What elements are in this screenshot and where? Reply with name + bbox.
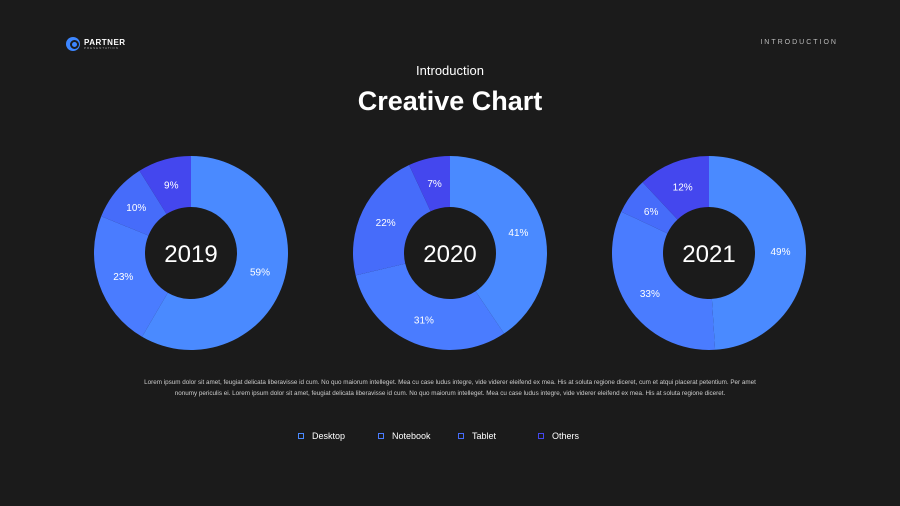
slice-label: 12%: [673, 183, 693, 194]
slice-label: 33%: [640, 289, 660, 300]
logo-sub: PRESENTATION: [84, 45, 119, 50]
legend-swatch: [538, 433, 544, 439]
legend-label: Desktop: [312, 431, 346, 441]
legend: Desktop Notebook Tablet Others: [298, 431, 618, 441]
legend-label: Others: [552, 431, 580, 441]
donut-slice-notebook: [93, 216, 168, 337]
slice-label: 59%: [250, 268, 270, 279]
donut-slice-others: [642, 156, 709, 220]
slice-label: 31%: [414, 316, 434, 327]
subtitle: Introduction: [416, 63, 484, 78]
legend-item-desktop: Desktop: [298, 431, 378, 441]
logo: PARTNER PRESENTATION: [66, 37, 126, 51]
section-label: INTRODUCTION: [760, 39, 838, 46]
slice-label: 10%: [126, 203, 146, 214]
donut-slice-tablet: [621, 182, 678, 234]
legend-label: Notebook: [392, 431, 431, 441]
slice-label: 49%: [770, 247, 790, 258]
legend-item-others: Others: [538, 431, 618, 441]
donut-slice-notebook: [355, 263, 505, 350]
legend-label: Tablet: [472, 431, 497, 441]
chart-year: 2020: [423, 241, 476, 268]
slice-label: 7%: [427, 179, 442, 190]
donut-slice-notebook: [612, 211, 716, 350]
chart-year: 2021: [682, 241, 735, 268]
logo-icon: [66, 37, 80, 51]
donut-slice-others: [139, 156, 191, 215]
logo-name: PARTNER: [84, 37, 126, 47]
legend-swatch: [458, 433, 464, 439]
donut-slice-desktop: [142, 156, 289, 350]
slice-label: 23%: [113, 272, 133, 283]
donut-slice-desktop: [450, 156, 547, 334]
legend-swatch: [378, 433, 384, 439]
donut-slice-desktop: [709, 156, 806, 350]
description: Lorem ipsum dolor sit amet, feugiat deli…: [144, 379, 756, 397]
slice-label: 41%: [508, 228, 528, 239]
donut-slice-others: [409, 156, 450, 212]
slice-label: 22%: [376, 218, 396, 229]
slice-label: 6%: [644, 207, 659, 218]
page-title: Creative Chart: [357, 86, 543, 116]
legend-item-notebook: Notebook: [378, 431, 458, 441]
legend-swatch: [298, 433, 304, 439]
chart-year: 2019: [164, 241, 217, 268]
legend-item-tablet: Tablet: [458, 431, 538, 441]
donut-slice-tablet: [353, 165, 431, 276]
donut-slice-tablet: [101, 170, 167, 236]
slice-label: 9%: [164, 180, 179, 191]
